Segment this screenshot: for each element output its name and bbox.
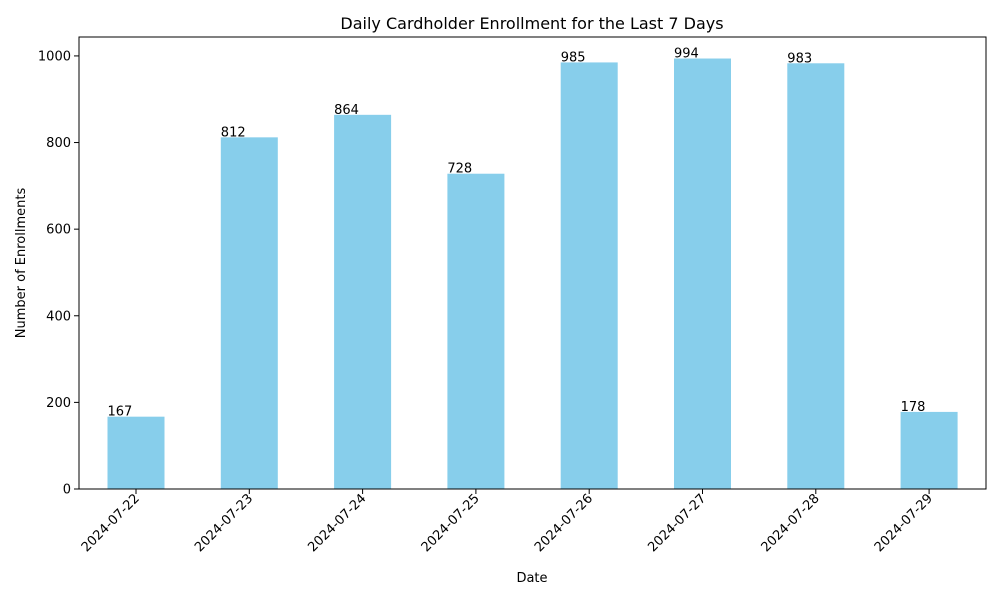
bar xyxy=(900,411,958,489)
x-tick-label: 2024-07-22 xyxy=(79,491,143,555)
x-tick-label: 2024-07-26 xyxy=(532,491,596,555)
bar-value-label: 812 xyxy=(221,125,246,140)
y-axis-ticks: 0 200 400 600 800 1000 xyxy=(38,49,79,498)
bar-value-label: 994 xyxy=(674,47,699,62)
y-tick-label: 1000 xyxy=(38,49,71,64)
bar-value-label: 864 xyxy=(334,103,359,118)
y-tick-label: 0 xyxy=(63,483,71,498)
x-tick-label: 2024-07-28 xyxy=(759,491,823,555)
plot-frame xyxy=(78,36,987,490)
y-tick-label: 600 xyxy=(46,223,71,238)
bars-layer xyxy=(107,58,958,490)
x-tick-label: 2024-07-25 xyxy=(419,491,483,555)
y-tick-label: 800 xyxy=(46,136,71,151)
x-tick-label: 2024-07-24 xyxy=(305,491,369,555)
x-tick-label: 2024-07-29 xyxy=(872,491,936,555)
x-tick-label: 2024-07-27 xyxy=(645,491,709,555)
bar-value-label: 178 xyxy=(901,400,926,415)
bar-value-label: 167 xyxy=(108,405,133,420)
chart-title: Daily Cardholder Enrollment for the Last… xyxy=(340,14,723,33)
x-tick-label: 2024-07-23 xyxy=(192,491,256,555)
x-axis-ticks: 2024-07-22 2024-07-23 2024-07-24 2024-07-25… xyxy=(79,489,936,555)
y-axis-label: Number of Enrollments xyxy=(14,188,29,339)
bar xyxy=(787,63,845,489)
bar xyxy=(560,62,618,490)
value-labels-layer: 167 812 864 728 985 994 983 178 xyxy=(108,47,926,420)
bar-value-label: 983 xyxy=(787,51,812,66)
x-axis-label: Date xyxy=(516,571,547,586)
bar xyxy=(447,173,505,489)
bar xyxy=(674,58,731,490)
bar xyxy=(220,137,278,489)
bar xyxy=(334,114,392,489)
y-tick-label: 200 xyxy=(46,396,71,411)
y-tick-label: 400 xyxy=(46,309,71,324)
bar xyxy=(107,416,165,489)
bar-value-label: 728 xyxy=(447,162,472,177)
bar-value-label: 985 xyxy=(561,50,586,65)
